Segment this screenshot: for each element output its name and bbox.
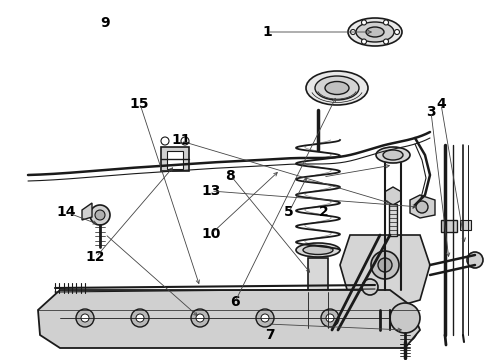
Circle shape [256, 309, 274, 327]
Polygon shape [82, 203, 92, 220]
Circle shape [81, 314, 89, 322]
Text: 13: 13 [201, 184, 220, 198]
Text: 6: 6 [230, 296, 240, 309]
Circle shape [467, 252, 483, 268]
Polygon shape [385, 187, 401, 205]
Circle shape [384, 20, 389, 25]
Bar [460, 220, 471, 230]
Text: 10: 10 [201, 227, 220, 241]
Polygon shape [340, 235, 430, 310]
Circle shape [131, 309, 149, 327]
Ellipse shape [325, 81, 349, 95]
Bar [389, 204, 397, 236]
Ellipse shape [296, 243, 340, 257]
Circle shape [362, 20, 367, 25]
Circle shape [191, 309, 209, 327]
Circle shape [321, 309, 339, 327]
Text: 2: 2 [318, 206, 328, 219]
Text: 12: 12 [86, 251, 105, 264]
Text: 1: 1 [262, 26, 272, 39]
Circle shape [76, 309, 94, 327]
Circle shape [400, 325, 410, 335]
Ellipse shape [383, 150, 403, 160]
Circle shape [136, 314, 144, 322]
Circle shape [393, 318, 417, 342]
Bar [441, 220, 457, 232]
Polygon shape [410, 195, 435, 218]
Circle shape [362, 279, 378, 295]
Text: 14: 14 [56, 206, 76, 219]
Bar [308, 258, 328, 293]
Circle shape [411, 200, 425, 214]
Ellipse shape [306, 71, 368, 105]
Circle shape [161, 137, 169, 145]
Ellipse shape [303, 246, 333, 255]
Ellipse shape [376, 147, 410, 163]
Circle shape [384, 39, 389, 44]
Ellipse shape [348, 18, 402, 46]
Circle shape [181, 137, 189, 145]
Circle shape [394, 30, 399, 35]
Text: 3: 3 [426, 105, 436, 118]
Circle shape [390, 303, 420, 333]
Text: 5: 5 [284, 206, 294, 219]
Circle shape [95, 210, 105, 220]
Text: 15: 15 [130, 98, 149, 111]
Circle shape [326, 314, 334, 322]
Bar [161, 147, 189, 171]
Circle shape [261, 314, 269, 322]
Text: 9: 9 [100, 17, 110, 30]
Ellipse shape [378, 258, 392, 272]
Circle shape [350, 30, 356, 35]
Circle shape [416, 201, 428, 213]
Ellipse shape [356, 22, 394, 42]
Text: 8: 8 [225, 170, 235, 183]
Text: 7: 7 [265, 328, 274, 342]
Bar [167, 151, 183, 169]
Bar [304, 290, 332, 330]
Text: 11: 11 [172, 134, 191, 147]
Ellipse shape [371, 251, 399, 279]
Circle shape [196, 314, 204, 322]
Circle shape [362, 39, 367, 44]
Text: 4: 4 [436, 98, 446, 111]
Circle shape [90, 205, 110, 225]
Ellipse shape [366, 27, 384, 37]
Ellipse shape [315, 76, 359, 100]
Polygon shape [38, 290, 420, 348]
